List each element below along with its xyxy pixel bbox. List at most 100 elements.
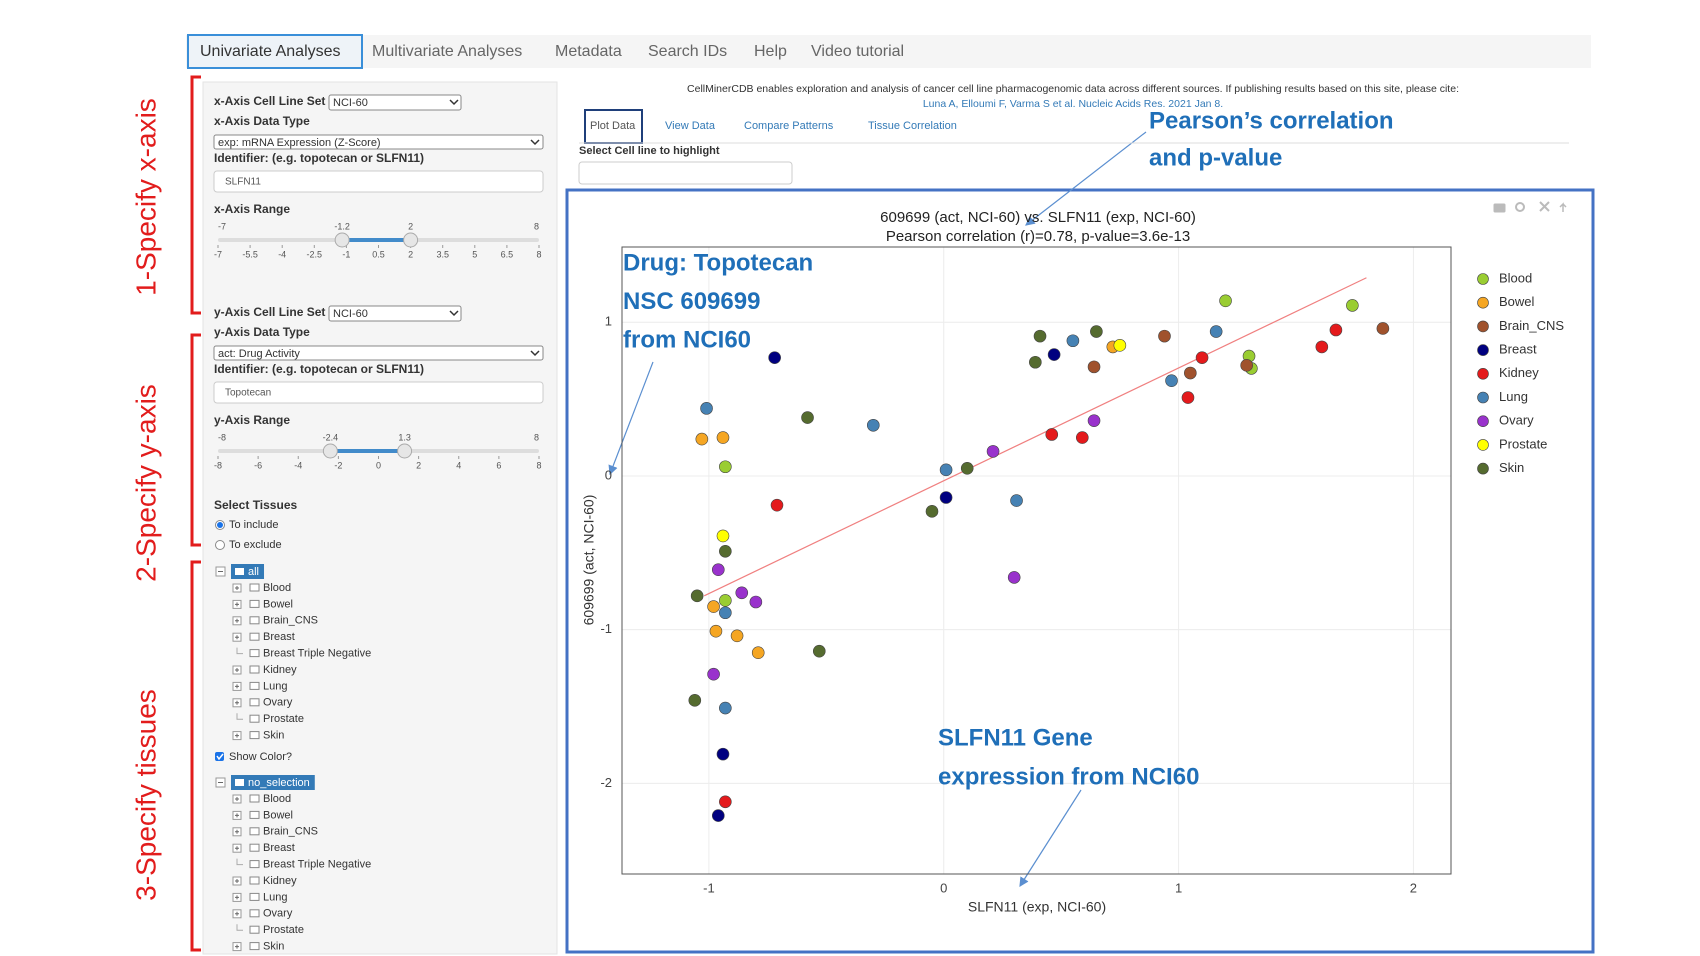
data-point[interactable]	[1066, 334, 1080, 348]
data-point[interactable]	[1158, 329, 1171, 343]
select-box[interactable]	[213, 134, 544, 150]
tree-item[interactable]: Bowel	[263, 598, 293, 610]
data-point[interactable]	[1029, 355, 1042, 369]
data-point[interactable]	[1090, 325, 1103, 338]
select-value[interactable]: exp: mRNA Expression (Z-Score)	[218, 137, 381, 149]
data-point[interactable]	[716, 747, 730, 761]
legend-marker[interactable]	[1477, 367, 1489, 380]
nav-tab[interactable]: Multivariate Analyses	[372, 43, 522, 60]
radio[interactable]	[215, 540, 225, 550]
legend-label[interactable]: Prostate	[1499, 436, 1547, 451]
legend-label[interactable]: Ovary	[1499, 413, 1534, 428]
checkbox[interactable]	[215, 752, 224, 761]
data-point[interactable]	[1007, 571, 1021, 584]
tree-root-highlight[interactable]	[231, 564, 265, 579]
slider-handle[interactable]	[403, 232, 419, 248]
data-point[interactable]	[719, 701, 732, 715]
data-point[interactable]	[1181, 391, 1195, 404]
data-point[interactable]	[925, 505, 939, 518]
legend-label[interactable]: Kidney	[1499, 365, 1539, 380]
legend-label[interactable]: Breast	[1499, 342, 1537, 357]
data-point[interactable]	[801, 411, 814, 424]
tree-item[interactable]: Prostate	[263, 713, 304, 725]
tree-item[interactable]: Breast Triple Negative	[263, 859, 371, 871]
data-point[interactable]	[1195, 351, 1209, 364]
data-point[interactable]	[719, 795, 732, 809]
highlight-input[interactable]	[578, 161, 793, 185]
data-point[interactable]	[719, 594, 732, 607]
tree-item[interactable]: Kidney	[263, 875, 297, 887]
data-point[interactable]	[1045, 428, 1059, 441]
input-value[interactable]: Topotecan	[225, 388, 271, 399]
tree-item[interactable]: Kidney	[263, 664, 297, 676]
legend-marker[interactable]	[1477, 462, 1489, 475]
sub-tab[interactable]: Compare Patterns	[744, 120, 834, 132]
nav-tab[interactable]: Help	[754, 43, 787, 60]
tree-item[interactable]: Brain_CNS	[263, 826, 318, 838]
data-point[interactable]	[1087, 360, 1101, 374]
data-point[interactable]	[770, 498, 784, 512]
data-point[interactable]	[1087, 414, 1101, 427]
data-point[interactable]	[719, 544, 732, 558]
camera-icon[interactable]	[1493, 203, 1506, 213]
data-point[interactable]	[735, 586, 749, 600]
data-point[interactable]	[939, 491, 953, 504]
tree-root-highlight[interactable]	[231, 775, 315, 790]
modebar[interactable]	[1493, 201, 1567, 213]
legend-label[interactable]: Brain_CNS	[1499, 318, 1564, 333]
data-point[interactable]	[749, 595, 763, 609]
legend-marker[interactable]	[1477, 273, 1489, 285]
tree-item[interactable]: Ovary	[263, 697, 293, 709]
data-point[interactable]	[1346, 299, 1359, 312]
tree-item[interactable]: Blood	[263, 582, 291, 594]
legend-label[interactable]: Blood	[1499, 270, 1532, 285]
select-box[interactable]	[328, 94, 462, 111]
tree-item[interactable]: Breast	[263, 631, 295, 643]
data-point[interactable]	[1240, 359, 1253, 372]
data-point[interactable]	[1184, 366, 1197, 380]
legend-marker[interactable]	[1477, 344, 1489, 356]
slider-handle[interactable]	[322, 443, 338, 459]
data-point[interactable]	[707, 667, 720, 681]
text-input[interactable]	[213, 170, 544, 193]
tree-item[interactable]: Bowel	[263, 809, 293, 821]
select-value[interactable]: act: Drug Activity	[218, 348, 300, 360]
slider-handle[interactable]	[397, 443, 413, 459]
data-point[interactable]	[1209, 325, 1223, 338]
tree-item[interactable]: Ovary	[263, 908, 293, 920]
legend-marker[interactable]	[1477, 320, 1489, 333]
legend-marker[interactable]	[1477, 439, 1489, 451]
tree-item[interactable]: Lung	[263, 891, 287, 903]
data-point[interactable]	[939, 463, 953, 477]
data-point[interactable]	[695, 432, 709, 446]
tree-item[interactable]: Lung	[263, 680, 287, 692]
data-point[interactable]	[1329, 323, 1343, 337]
legend-marker[interactable]	[1477, 391, 1489, 404]
data-point[interactable]	[1047, 348, 1061, 361]
select-value[interactable]: NCI-60	[333, 97, 368, 109]
data-point[interactable]	[1033, 329, 1047, 343]
radio-label[interactable]: To exclude	[229, 539, 282, 551]
sub-tab[interactable]: Tissue Correlation	[868, 120, 957, 132]
data-point[interactable]	[719, 606, 732, 620]
data-point[interactable]	[1165, 374, 1178, 387]
sub-tab[interactable]: Plot Data	[590, 120, 636, 132]
data-point[interactable]	[812, 644, 826, 658]
data-point[interactable]	[700, 402, 713, 415]
data-point[interactable]	[960, 461, 974, 475]
nav-tab[interactable]: Metadata	[555, 43, 622, 60]
data-point[interactable]	[1315, 340, 1329, 354]
tree-item[interactable]: Blood	[263, 793, 291, 805]
tree-item[interactable]: Skin	[263, 941, 284, 953]
data-point[interactable]	[986, 445, 1000, 458]
tree-item[interactable]: Skin	[263, 730, 284, 742]
legend-marker[interactable]	[1477, 415, 1489, 428]
data-point[interactable]	[1113, 339, 1127, 352]
data-point[interactable]	[716, 431, 730, 444]
data-point[interactable]	[711, 563, 725, 577]
nav-tab[interactable]: Video tutorial	[811, 43, 904, 60]
pan-icon[interactable]	[1559, 202, 1567, 212]
data-point[interactable]	[1376, 322, 1390, 335]
data-point[interactable]	[1010, 494, 1023, 507]
legend-label[interactable]: Lung	[1499, 389, 1528, 404]
